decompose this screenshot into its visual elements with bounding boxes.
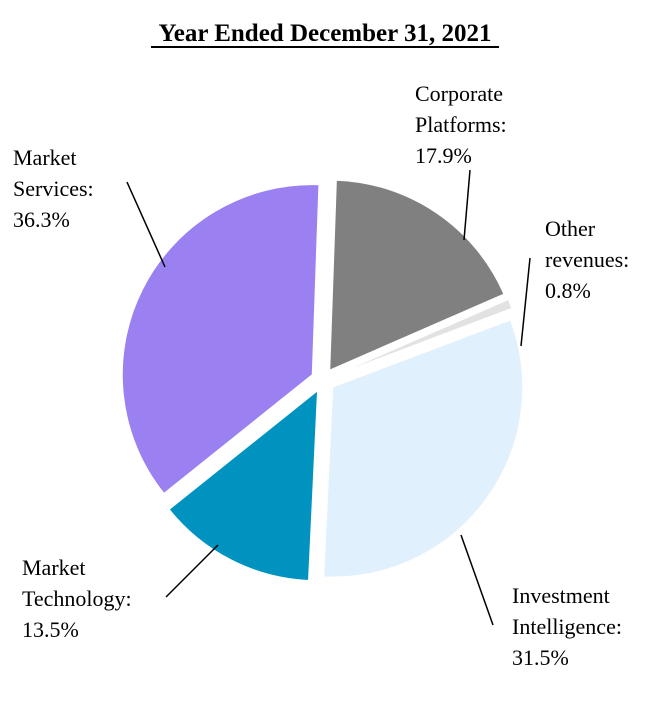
slice-name-line: Corporate bbox=[415, 81, 503, 106]
pie-slice-market-services bbox=[121, 184, 320, 495]
slice-name-line: Platforms: bbox=[415, 112, 507, 137]
slice-name-line: revenues: bbox=[545, 247, 629, 272]
slice-value-label: 31.5% bbox=[512, 645, 569, 670]
leader-line-other-revenues bbox=[520, 257, 531, 347]
slice-label-other-revenues: Other revenues: 0.8% bbox=[545, 216, 629, 303]
leader-line-market-technology bbox=[165, 544, 219, 598]
slice-value-label: 17.9% bbox=[415, 143, 472, 168]
slice-label-corporate-platforms: Corporate Platforms: 17.9% bbox=[415, 81, 507, 168]
slice-name-line: Other bbox=[545, 216, 596, 241]
pie-slice-corporate-platforms bbox=[329, 179, 505, 371]
leader-line-market-services bbox=[126, 181, 166, 268]
slices-layer bbox=[121, 179, 524, 581]
chart-title: Year Ended December 31, 2021 bbox=[158, 20, 491, 47]
pie-slice-investment-intelligence bbox=[323, 319, 524, 578]
slice-label-investment-intelligence: Investment Intelligence: 31.5% bbox=[512, 583, 622, 670]
slice-name-line: Investment bbox=[512, 583, 610, 608]
pie-slice-other-revenues bbox=[333, 298, 513, 376]
slice-label-market-services: Market Services: 36.3% bbox=[13, 145, 94, 232]
leader-line-corporate-platforms bbox=[463, 169, 471, 241]
slice-name-line: Technology: bbox=[22, 586, 132, 611]
labels-layer: Corporate Platforms: 17.9% Other revenues: 0.… bbox=[13, 81, 629, 670]
slice-name-line: Intelligence: bbox=[512, 614, 622, 639]
slice-name-line: Market bbox=[22, 555, 86, 580]
slice-value-label: 36.3% bbox=[13, 207, 70, 232]
pie-slice-market-technology bbox=[168, 389, 319, 581]
slice-value-label: 0.8% bbox=[545, 278, 591, 303]
leader-line-investment-intelligence bbox=[460, 534, 494, 626]
leader-lines-layer bbox=[126, 169, 531, 626]
slice-value-label: 13.5% bbox=[22, 617, 79, 642]
slice-label-market-technology: Market Technology: 13.5% bbox=[22, 555, 132, 642]
slice-name-line: Services: bbox=[13, 176, 94, 201]
slice-name-line: Market bbox=[13, 145, 77, 170]
